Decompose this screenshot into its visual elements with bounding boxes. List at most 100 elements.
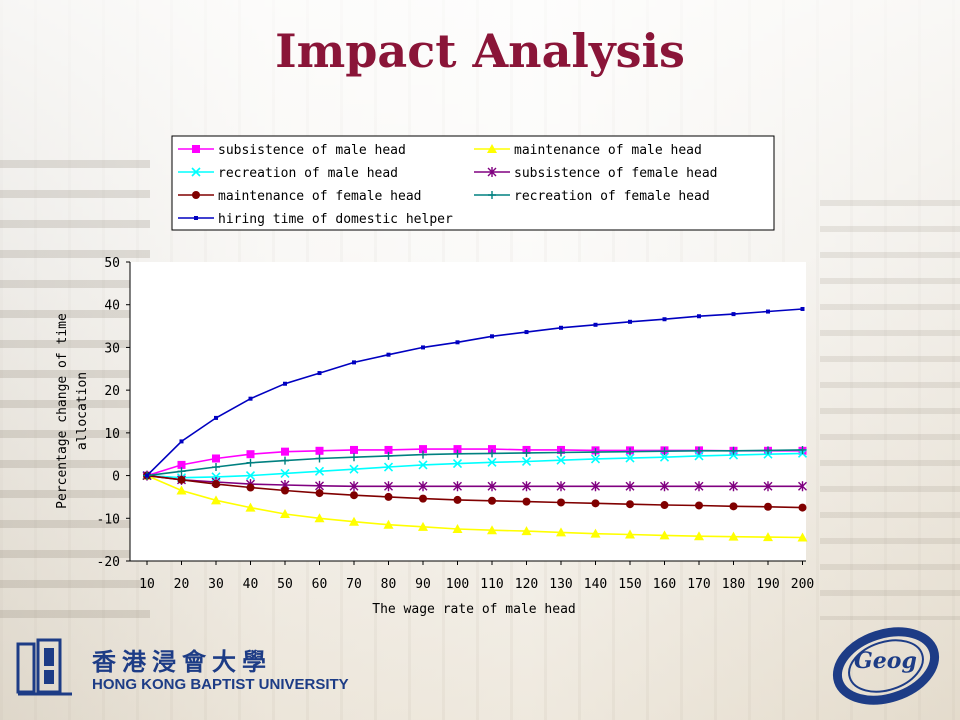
x-tick-label: 100 [446, 577, 469, 592]
data-point [522, 481, 531, 492]
series-line [146, 449, 803, 477]
data-point [729, 502, 738, 511]
legend-item: subsistence of male head [178, 143, 406, 158]
data-point [798, 503, 807, 512]
y-axis-title-line-2: allocation [75, 372, 90, 450]
data-point [246, 458, 255, 467]
data-point [487, 481, 497, 492]
data-point [419, 494, 427, 503]
data-point [418, 460, 428, 470]
data-point [176, 485, 187, 495]
legend-swatch-marker [191, 167, 201, 177]
data-point [487, 525, 497, 535]
plot-area [130, 262, 806, 561]
data-point [281, 447, 289, 456]
data-point [556, 455, 566, 465]
data-point [694, 481, 704, 492]
legend-swatch-marker [192, 145, 200, 153]
data-point [728, 531, 739, 541]
data-point [349, 481, 359, 492]
legend-label: maintenance of male head [514, 143, 702, 158]
data-point [383, 462, 394, 472]
x-tick-label: 200 [791, 577, 814, 592]
legend-item: maintenance of female head [178, 189, 422, 204]
data-point [315, 446, 324, 455]
data-point [177, 475, 186, 484]
background-building-right [820, 200, 960, 620]
y-tick-label: 10 [104, 427, 120, 442]
y-tick-label: 20 [104, 384, 120, 399]
legend-label: maintenance of female head [218, 189, 422, 204]
data-point [212, 454, 220, 463]
data-point [662, 317, 667, 322]
y-axis-title-line-1: Percentage change of time [55, 313, 70, 509]
data-point [453, 445, 462, 454]
legend-swatch-marker [194, 216, 198, 220]
data-point [521, 526, 532, 536]
geog-ring-icon [832, 627, 940, 705]
data-point [349, 464, 359, 474]
data-point [145, 473, 149, 478]
data-point [350, 453, 358, 462]
x-tick-label: 80 [381, 577, 397, 592]
y-tick-label: -10 [97, 512, 120, 527]
data-point [522, 448, 531, 457]
x-tick-label: 30 [208, 577, 224, 592]
data-point [763, 481, 773, 492]
legend-label: hiring time of domestic helper [218, 212, 453, 227]
y-tick-label: 0 [112, 470, 120, 485]
legend-swatch-marker [192, 191, 200, 199]
data-point [490, 334, 494, 339]
series-line [146, 474, 803, 539]
data-point [453, 449, 462, 458]
data-point [314, 513, 325, 523]
legend-label: recreation of female head [514, 189, 710, 204]
data-point [245, 502, 256, 512]
data-point [212, 480, 220, 489]
data-point [383, 519, 394, 529]
x-tick-label: 90 [415, 577, 431, 592]
data-point [488, 449, 496, 458]
data-point [591, 499, 600, 508]
data-point [246, 450, 255, 459]
x-tick-label: 120 [515, 577, 538, 592]
data-point [659, 452, 670, 462]
data-point [797, 532, 808, 542]
data-point [764, 446, 772, 455]
legend-label: subsistence of female head [514, 166, 718, 181]
hkbu-logo: 香港浸會大學 HONG KONG BAPTIST UNIVERSITY [16, 636, 349, 706]
data-point [455, 340, 460, 345]
data-point [800, 306, 805, 311]
y-axis-title: Percentage change of time allocation [55, 313, 90, 509]
data-point [212, 463, 220, 472]
data-point [179, 439, 184, 444]
data-point [628, 319, 632, 324]
legend-item: subsistence of female head [474, 166, 718, 181]
data-point [695, 446, 703, 455]
data-point [729, 446, 738, 455]
data-point [317, 371, 322, 376]
data-point [766, 309, 770, 314]
x-tick-label: 140 [584, 577, 607, 592]
data-point [591, 481, 600, 492]
data-point [384, 445, 393, 454]
series-line [146, 452, 803, 479]
legend-swatch-marker [487, 167, 497, 177]
series-group [142, 306, 808, 542]
data-point [660, 501, 669, 510]
series-7 [145, 306, 805, 478]
y-tick-label: 30 [104, 341, 120, 356]
data-point [384, 451, 393, 460]
data-point [590, 454, 601, 464]
data-point [593, 322, 598, 327]
data-point [418, 481, 428, 492]
data-point [798, 481, 807, 492]
legend-item: recreation of male head [178, 166, 398, 181]
x-tick-label: 150 [618, 577, 641, 592]
data-point [697, 314, 701, 319]
university-name-english: HONG KONG BAPTIST UNIVERSITY [92, 676, 349, 693]
x-tick-label: 20 [174, 577, 190, 592]
data-point [248, 396, 253, 401]
